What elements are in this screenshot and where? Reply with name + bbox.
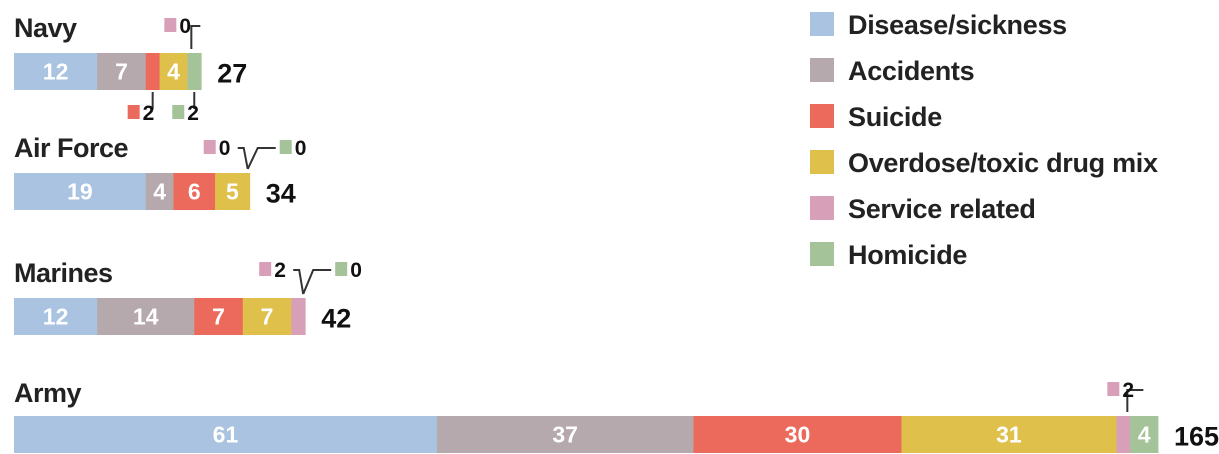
segment-value-label: 4	[153, 179, 166, 205]
callout-swatch-service	[1107, 382, 1120, 396]
bar-segment-accidents	[145, 173, 174, 210]
legend-swatch-suicide	[810, 104, 834, 128]
callout-swatch-service	[203, 140, 216, 154]
total-label: 34	[266, 179, 296, 209]
legend-label-homicide: Homicide	[848, 240, 967, 270]
segment-value-label: 7	[212, 304, 225, 330]
callout-value-service: 0	[179, 15, 191, 38]
segment-value-label: 19	[67, 179, 93, 205]
branch-label-army: Army	[14, 378, 82, 408]
legend-label-suicide: Suicide	[848, 102, 942, 132]
segment-value-label: 14	[133, 304, 159, 330]
callout-leader-line	[1126, 389, 1144, 412]
segment-value-label: 5	[226, 179, 239, 205]
bar-segment-suicide	[194, 298, 244, 335]
callout-leader-line	[190, 25, 201, 49]
bar-segment-service	[291, 298, 306, 335]
bar-segment-disease	[14, 298, 98, 335]
total-label: 27	[217, 59, 247, 89]
callout-value-homicide: 2	[187, 102, 199, 125]
bar-segment-suicide	[173, 173, 216, 210]
callout-swatch-homicide	[279, 140, 292, 154]
segment-value-label: 61	[213, 422, 239, 448]
callout-value-service: 2	[1122, 379, 1134, 402]
legend-label-disease: Disease/sickness	[848, 10, 1067, 40]
bar-segment-overdose	[901, 416, 1117, 453]
bar-segment-accidents	[97, 298, 195, 335]
legend-swatch-homicide	[810, 242, 834, 266]
bar-segment-homicide	[187, 53, 202, 90]
legend-label-service: Service related	[848, 194, 1036, 224]
bar-segment-disease	[14, 53, 98, 90]
legend-swatch-overdose	[810, 150, 834, 174]
callout-leader-line	[302, 269, 332, 295]
branch-label-navy: Navy	[14, 13, 77, 43]
callout-leader-line	[237, 147, 249, 170]
callout-value-homicide: 0	[350, 259, 362, 282]
legend-label-accidents: Accidents	[848, 56, 974, 86]
bar-segment-overdose	[215, 173, 251, 210]
segment-value-label: 37	[552, 422, 578, 448]
segment-value-label: 30	[785, 422, 811, 448]
legend-swatch-disease	[810, 12, 834, 36]
bar-segment-disease	[14, 416, 438, 453]
bar-segment-accidents	[436, 416, 694, 453]
callout-value-service: 2	[274, 259, 286, 282]
legend-label-overdose: Overdose/toxic drug mix	[848, 148, 1158, 178]
bar-segment-accidents	[97, 53, 147, 90]
segment-value-label: 7	[115, 59, 128, 85]
segment-value-label: 4	[167, 59, 180, 85]
segment-value-label: 4	[1138, 422, 1151, 448]
bar-segment-overdose	[242, 298, 292, 335]
callout-value-homicide: 0	[295, 137, 307, 160]
branch-label-marines: Marines	[14, 258, 113, 288]
bar-segment-overdose	[159, 53, 188, 90]
callout-value-suicide: 2	[143, 102, 155, 125]
legend-swatch-accidents	[810, 58, 834, 82]
callout-swatch-service	[259, 262, 272, 276]
segment-value-label: 12	[43, 59, 69, 85]
segment-value-label: 31	[996, 422, 1022, 448]
callout-swatch-service	[164, 18, 177, 32]
callout-leader-line	[246, 147, 276, 170]
callout-swatch-homicide	[172, 105, 185, 119]
callout-leader-line	[293, 269, 305, 295]
total-label: 42	[321, 304, 351, 334]
total-label: 165	[1174, 422, 1219, 452]
bar-segment-disease	[14, 173, 147, 210]
callout-swatch-homicide	[335, 262, 348, 276]
segment-value-label: 12	[43, 304, 69, 330]
bar-segment-homicide	[1130, 416, 1159, 453]
bar-segment-suicide	[145, 53, 160, 90]
segment-value-label: 7	[261, 304, 274, 330]
bar-segment-service	[1116, 416, 1131, 453]
branch-label-air-force: Air Force	[14, 133, 129, 163]
legend-swatch-service	[810, 196, 834, 220]
bar-segment-suicide	[693, 416, 902, 453]
segment-value-label: 6	[188, 179, 201, 205]
callout-swatch-suicide	[127, 105, 140, 119]
callout-value-service: 0	[219, 137, 231, 160]
